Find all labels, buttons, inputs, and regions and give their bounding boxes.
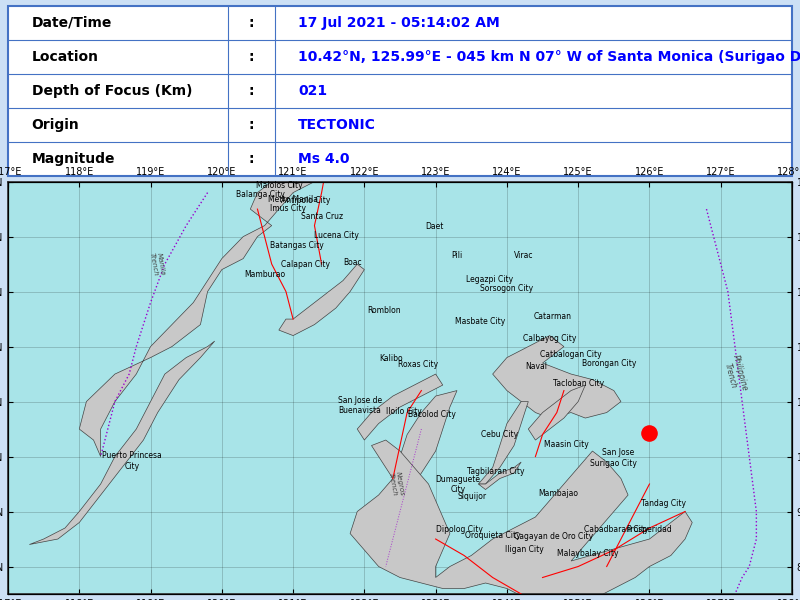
Polygon shape [386, 391, 457, 512]
Text: Malolos City: Malolos City [256, 181, 303, 190]
Text: Batangas City: Batangas City [270, 241, 323, 250]
Text: Cebu City: Cebu City [481, 430, 518, 439]
Text: :: : [248, 118, 254, 132]
Text: Masbate City: Masbate City [454, 317, 505, 326]
Text: Bacolod City: Bacolod City [408, 410, 456, 419]
Text: Cagayan de Oro City: Cagayan de Oro City [514, 532, 593, 541]
Text: Lucena City: Lucena City [314, 232, 359, 241]
Polygon shape [30, 341, 214, 545]
Text: 17 Jul 2021 - 05:14:02 AM: 17 Jul 2021 - 05:14:02 AM [298, 16, 500, 30]
Polygon shape [528, 385, 586, 440]
Text: Ms 4.0: Ms 4.0 [298, 152, 350, 166]
Text: Surigao City: Surigao City [590, 459, 638, 468]
Text: Pili: Pili [451, 251, 462, 260]
Text: Catbalogan City: Catbalogan City [539, 350, 601, 359]
Text: Dipolog City: Dipolog City [437, 525, 483, 534]
Text: Calapan City: Calapan City [282, 260, 330, 269]
Text: Mamburao: Mamburao [244, 271, 285, 280]
Text: :: : [248, 152, 254, 166]
Text: Tagbilaran City: Tagbilaran City [467, 467, 525, 476]
Text: Maasin City: Maasin City [545, 440, 589, 449]
Text: Balanga City: Balanga City [236, 190, 285, 199]
Text: Legazpi City: Legazpi City [466, 275, 513, 284]
Polygon shape [358, 374, 442, 440]
Text: Dumaguete
City: Dumaguete City [435, 475, 480, 494]
Text: Depth of Focus (Km): Depth of Focus (Km) [31, 84, 192, 98]
Text: Iloilo City: Iloilo City [386, 407, 422, 416]
Text: :: : [248, 16, 254, 30]
Text: Calbayog City: Calbayog City [523, 334, 576, 343]
Text: Roxas City: Roxas City [398, 360, 438, 369]
Text: Boac: Boac [344, 258, 362, 267]
Text: Kalibo: Kalibo [379, 353, 402, 362]
Text: Puerto Princesa
City: Puerto Princesa City [102, 451, 162, 471]
Text: Malaybalay City: Malaybalay City [557, 549, 618, 558]
Text: Borongan City: Borongan City [582, 359, 636, 368]
Text: 10.42°N, 125.99°E - 045 km N 07° W of Santa Monica (Surigao Del Norte): 10.42°N, 125.99°E - 045 km N 07° W of Sa… [298, 50, 800, 64]
Text: Prosperidad: Prosperidad [626, 524, 672, 533]
Text: Manila
Trench: Manila Trench [150, 251, 166, 277]
Text: Santa Cruz: Santa Cruz [302, 212, 343, 221]
Point [642, 428, 655, 438]
Polygon shape [279, 264, 364, 335]
Polygon shape [350, 440, 692, 600]
Text: Catarman: Catarman [534, 312, 571, 321]
Text: 021: 021 [298, 84, 327, 98]
Text: Romblon: Romblon [366, 305, 401, 314]
Text: Negros
Trench: Negros Trench [388, 471, 405, 497]
Text: :: : [248, 50, 254, 64]
Polygon shape [79, 5, 414, 457]
Text: Imus City: Imus City [270, 204, 306, 213]
Text: Cabadbaran City: Cabadbaran City [584, 524, 648, 533]
Text: San Jose: San Jose [602, 448, 634, 457]
Text: Daet: Daet [425, 222, 443, 231]
Text: Origin: Origin [31, 118, 79, 132]
Text: TECTONIC: TECTONIC [298, 118, 376, 132]
Text: Mambajao: Mambajao [538, 489, 578, 498]
Text: Iligan City: Iligan City [505, 545, 543, 554]
Text: Date/Time: Date/Time [31, 16, 112, 30]
Polygon shape [478, 401, 528, 484]
Polygon shape [493, 335, 621, 418]
Text: :: : [248, 84, 254, 98]
Text: Tacloban City: Tacloban City [553, 379, 604, 388]
Text: Virac: Virac [514, 251, 534, 260]
Polygon shape [478, 462, 521, 490]
Text: Philippine
Trench: Philippine Trench [721, 353, 749, 395]
Text: Metro Manila: Metro Manila [268, 194, 318, 203]
Text: Sorsogon City: Sorsogon City [480, 284, 533, 293]
Text: Magnitude: Magnitude [31, 152, 115, 166]
Text: Tandag City: Tandag City [642, 499, 686, 508]
FancyBboxPatch shape [8, 6, 792, 176]
Text: Oroquieta City: Oroquieta City [465, 531, 521, 540]
Text: Antipolo City: Antipolo City [281, 196, 330, 205]
Text: San Jose de
Buenavista: San Jose de Buenavista [338, 396, 382, 415]
Text: Naval: Naval [525, 362, 547, 371]
Text: Siquijor: Siquijor [458, 491, 486, 500]
Text: Location: Location [31, 50, 98, 64]
